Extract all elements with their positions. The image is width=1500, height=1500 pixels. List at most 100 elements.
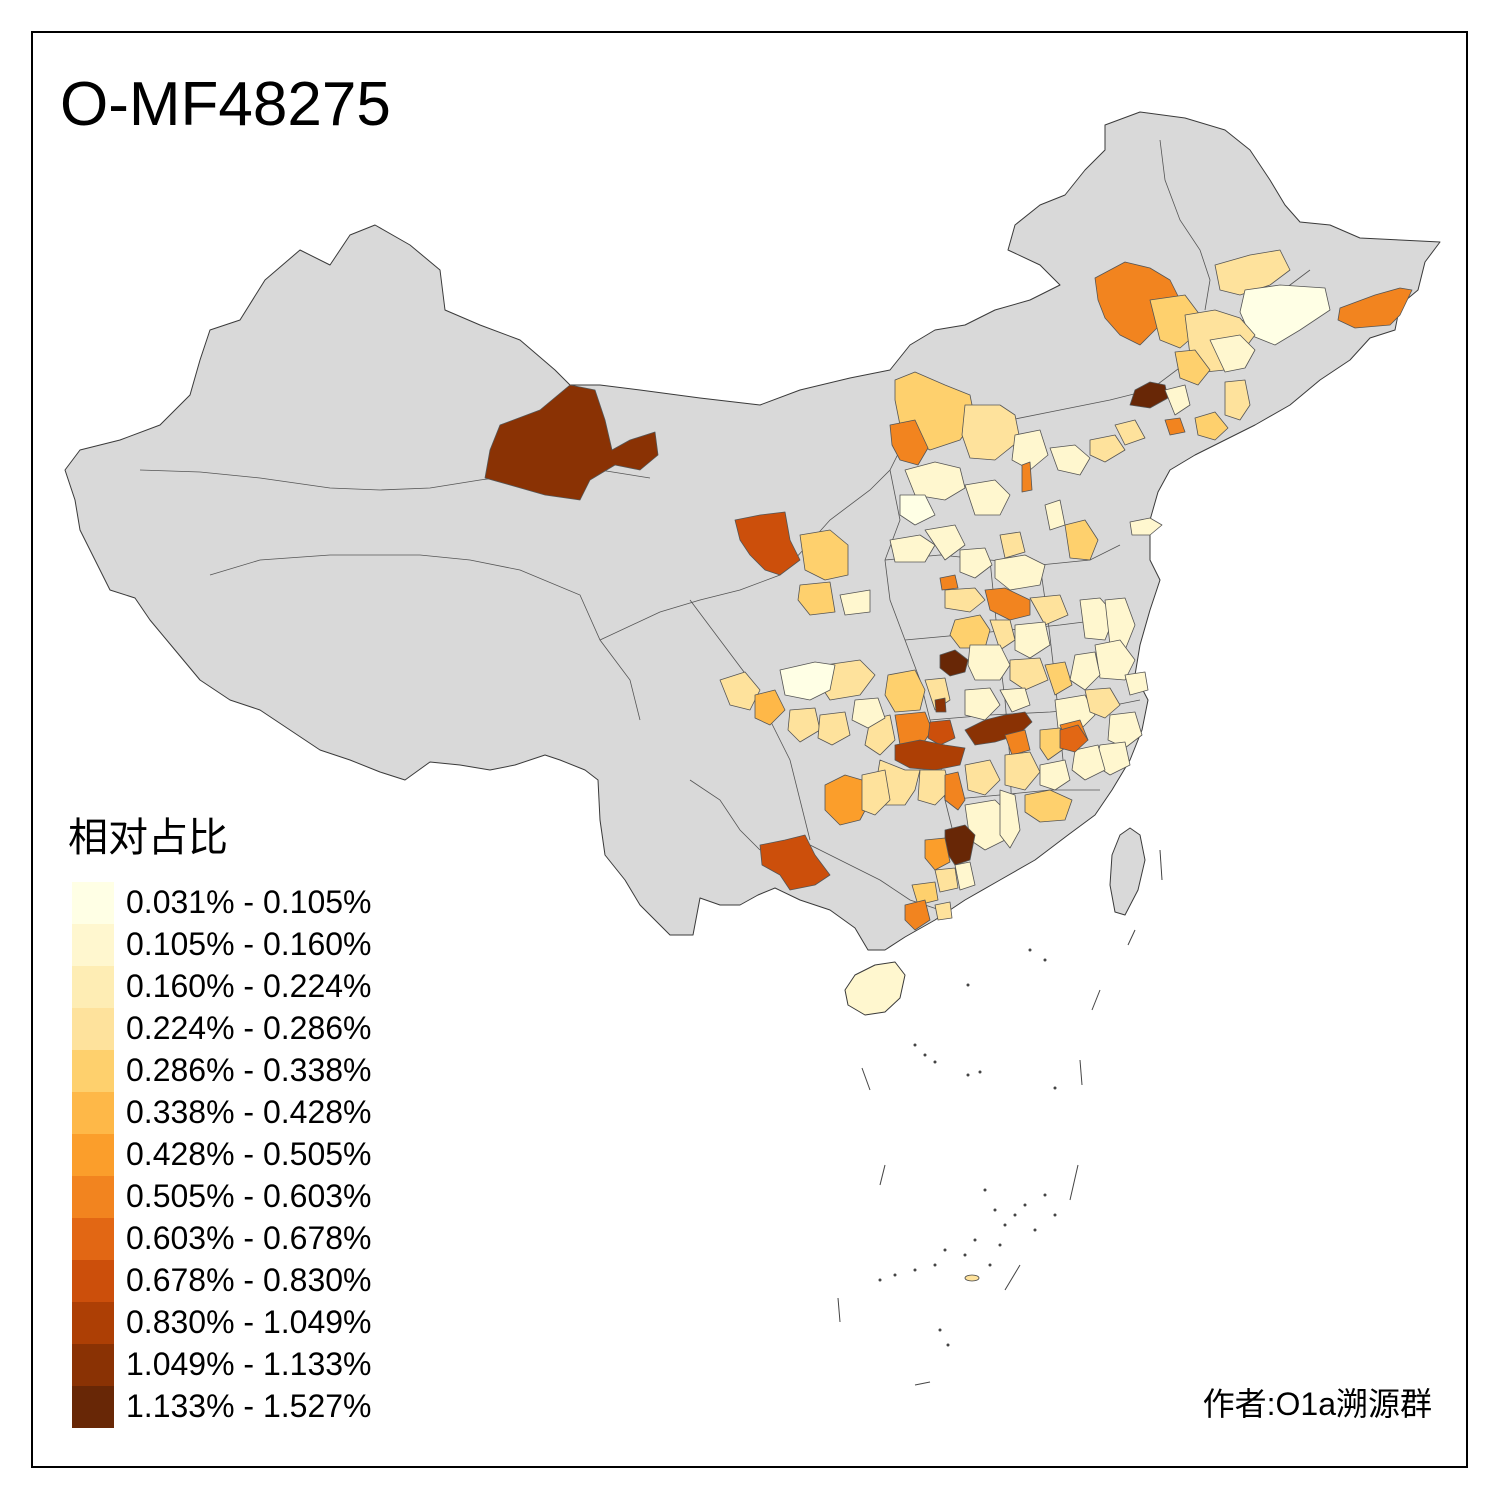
region-anqing-area [1084,687,1121,719]
legend-label: 1.049% - 1.133% [126,1346,372,1382]
legend-label: 0.505% - 0.603% [126,1178,372,1214]
region-changchun-area [1209,334,1256,373]
legend-swatch [72,924,114,966]
map-title: O-MF48275 [60,70,391,139]
legend-swatch [72,1050,114,1092]
region-xian-dark [939,649,969,677]
region-yangquan-area [889,534,936,563]
region-neijiang-area [817,711,851,746]
legend-swatch [72,1386,114,1428]
legend-label: 0.286% - 0.338% [126,1052,372,1088]
region-yaan-area [754,689,786,726]
region-jingmen-dark [934,697,947,713]
legend-label: 1.133% - 1.527% [126,1388,372,1424]
region-xinzhou-area [899,494,936,526]
legend-swatch [72,1302,114,1344]
region-dalian-area [1164,417,1186,436]
region-jinzhou-area [1114,419,1146,446]
region-xiaogan-area [999,687,1031,713]
region-yanan-area [959,547,993,579]
region-shandong-qingdao [1129,517,1163,536]
legend-swatch [72,882,114,924]
region-linfen-area [939,574,959,591]
legend-title: 相对占比 [68,816,228,860]
region-siping-area [1224,379,1251,421]
region-ganzhou-area [1024,789,1073,823]
region-tangshan-area [1089,434,1126,463]
legend-label: 0.603% - 0.678% [126,1220,372,1256]
region-huaian-area [1104,597,1136,651]
china-landmass [64,111,1441,1016]
region-jian-area [1004,751,1041,791]
hainan-island [844,961,906,1016]
legend-swatch [72,1260,114,1302]
legend-label: 0.830% - 1.049% [126,1304,372,1340]
region-zhengzhou-area [984,587,1031,621]
prefecture-regions [484,249,1413,931]
region-lanzhou-area [799,529,849,581]
region-hangzhou-area [1107,711,1143,749]
region-chenzhou-area [999,789,1021,849]
region-gansu-south [797,581,836,616]
region-jilin-area [1174,349,1211,386]
region-yiyang-area [917,769,951,806]
region-wenzhou-area [1071,744,1106,781]
region-urumqi-area [484,384,659,501]
region-guangzhou-area [954,861,976,891]
region-xuchang-area [1014,621,1051,659]
region-shiyan-area [884,669,926,713]
region-hechi-area [824,774,869,826]
island-dots [878,948,1057,1347]
legend-label: 0.031% - 0.105% [126,884,372,920]
region-chongqing-area [851,697,886,729]
region-wuhan-area [964,687,1001,721]
region-shenyang-area [1164,384,1191,416]
author-credit: 作者:O1a溯源群 [1202,1386,1432,1422]
region-yibin-area [787,707,821,743]
region-mudanjiang-area [1337,287,1413,329]
legend-swatch [72,1134,114,1176]
region-zhanjiang-area [904,899,931,931]
legend-label: 0.160% - 0.224% [126,968,372,1004]
region-maoming-area [934,901,953,921]
region-anshan-area [1194,411,1229,441]
legend-label: 0.428% - 0.505% [126,1136,372,1172]
legend-swatch [72,1092,114,1134]
taiwan-island [1109,827,1146,916]
region-suzhou-area [1124,671,1149,696]
region-zhumadian-area [1009,657,1049,691]
map-frame [31,31,1468,1468]
region-zhuzhou-area [944,771,966,811]
region-nanchang-area [1059,724,1089,753]
region-yichang-area [927,719,956,746]
legend-swatch [72,1218,114,1260]
region-hengshui-area [999,531,1026,559]
region-jiujiang-area [1039,727,1066,761]
legend-swatch [72,1176,114,1218]
region-anyang-area [994,554,1046,591]
region-taiyuan-area [964,479,1011,516]
region-fuzhou-jx-area [1039,759,1071,791]
region-mianyang-area [779,661,836,701]
legend-swatch [72,1008,114,1050]
region-baoding-area [1021,461,1033,493]
region-kaifeng-area [1029,594,1069,626]
region-yunfu-area [911,881,939,906]
legend-label: 0.105% - 0.160% [126,926,372,962]
region-jingzhou-area [894,711,933,749]
legend-swatch [72,1344,114,1386]
legend-label: 0.224% - 0.286% [126,1010,372,1046]
region-chengde-area [1049,444,1091,476]
region-tianshui-area [839,589,871,616]
south-china-sea-islands [837,849,1163,1386]
region-guilin-area [861,769,891,816]
region-nanyang-area [967,644,1011,681]
region-jingzhou-dark [964,711,1033,746]
legend-swatch [72,966,114,1008]
region-qingyuan-area [924,837,951,871]
island-yellow [964,1274,980,1282]
region-nanning-area [759,834,831,891]
region-xinxiang-area [944,587,986,613]
region-harbin-area [1214,249,1291,296]
